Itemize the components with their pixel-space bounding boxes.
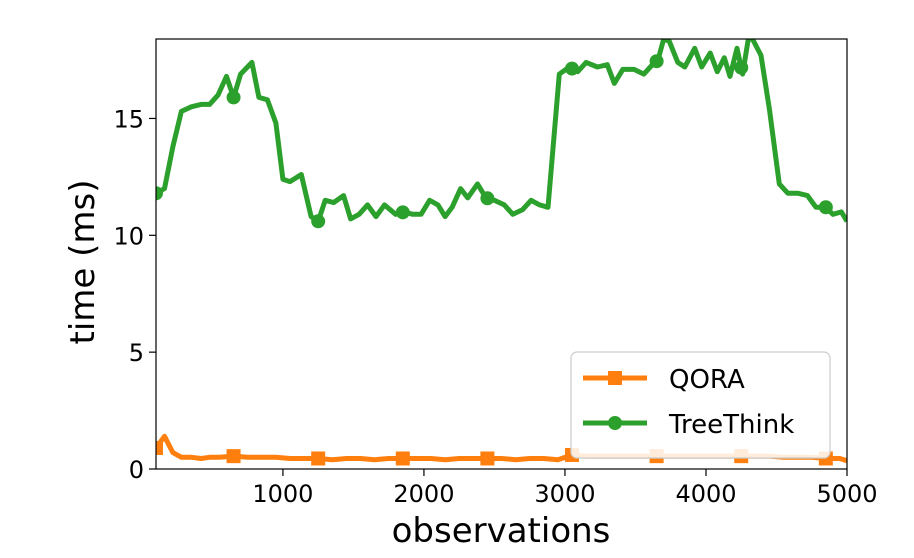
data-point-marker xyxy=(565,61,580,76)
y-tick-label: 10 xyxy=(113,222,144,250)
legend-marker xyxy=(608,371,622,385)
data-point-marker xyxy=(311,214,326,229)
legend-label: QORA xyxy=(669,365,745,395)
x-tick-label: 2000 xyxy=(393,480,454,508)
data-point-marker xyxy=(480,191,495,206)
x-axis-title: observations xyxy=(392,511,611,551)
series-line-treethink xyxy=(156,39,847,224)
x-tick-label: 5000 xyxy=(816,480,877,508)
legend: QORA TreeThink xyxy=(570,351,831,459)
data-point-marker xyxy=(156,186,163,201)
data-point-marker xyxy=(226,449,241,464)
legend-marker xyxy=(608,416,622,430)
y-axis: 0 5 10 15 xyxy=(113,105,156,484)
plot-frame xyxy=(155,38,848,470)
data-point-marker xyxy=(156,440,163,455)
y-axis-title: time (ms) xyxy=(63,180,103,345)
y-tick-label: 15 xyxy=(113,105,144,133)
data-point-marker xyxy=(395,451,410,466)
data-point-marker xyxy=(649,54,664,69)
x-tick-label: 1000 xyxy=(252,480,313,508)
x-tick-label: 3000 xyxy=(534,480,595,508)
y-tick-label: 5 xyxy=(129,339,144,367)
data-point-marker xyxy=(734,60,749,75)
data-point-marker xyxy=(226,90,241,105)
x-axis: 1000 2000 3000 4000 5000 xyxy=(252,469,878,508)
data-point-marker xyxy=(818,200,833,215)
x-tick-label: 4000 xyxy=(675,480,736,508)
legend-label: TreeThink xyxy=(668,410,794,440)
data-point-marker xyxy=(480,451,495,466)
data-point-marker xyxy=(311,451,326,466)
data-point-marker xyxy=(395,205,410,220)
y-tick-label: 0 xyxy=(129,456,144,484)
